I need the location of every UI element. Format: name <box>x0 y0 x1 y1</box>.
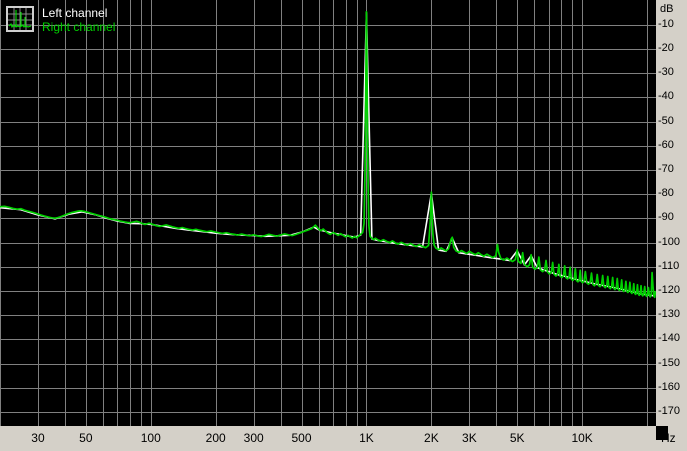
db-tick-minus50: -50 <box>658 114 674 127</box>
db-tick-minus150: -150 <box>658 356 681 369</box>
db-tick-minus90: -90 <box>658 211 674 224</box>
db-tick-minus110: -110 <box>658 259 680 272</box>
db-tick-minus160: -160 <box>658 380 681 393</box>
db-tick-minus30: -30 <box>658 66 674 79</box>
db-tick-minus60: -60 <box>658 138 674 151</box>
db-tick-minus130: -130 <box>658 308 681 321</box>
spectrum-plot[interactable] <box>0 0 656 426</box>
legend-item-right-channel: Right channel <box>42 20 116 34</box>
legend: Left channel Right channel <box>6 6 115 34</box>
horizontal-gridlines <box>0 25 656 413</box>
hz-tick-5K: 5K <box>509 431 525 445</box>
hz-tick-50: 50 <box>79 431 93 445</box>
hz-tick-100: 100 <box>140 431 161 445</box>
spectrum-thumbnail-icon[interactable] <box>6 6 34 32</box>
hz-tick-2K: 2K <box>424 431 439 445</box>
db-tick-minus100: -100 <box>658 235 681 248</box>
hz-tick-500: 500 <box>291 431 312 445</box>
hz-tick-300: 300 <box>243 431 264 445</box>
db-tick-minus120: -120 <box>658 284 681 296</box>
vertical-gridlines <box>0 0 648 426</box>
trace-right-channel <box>0 10 656 299</box>
db-tick-minus140: -140 <box>658 332 681 345</box>
axis-corner-block <box>656 426 668 440</box>
hz-tick-3K: 3K <box>462 431 477 445</box>
db-tick-minus170: -170 <box>658 405 681 417</box>
legend-labels: Left channel Right channel <box>42 6 115 34</box>
trace-left-channel <box>0 11 656 297</box>
db-axis: dB -10 -20 -30 -40 -50 -60 -70 -80 -90 -100 -110 -1… <box>656 0 687 426</box>
db-axis-unit: dB <box>660 3 674 15</box>
spectrum-plot-canvas <box>0 0 656 426</box>
legend-item-left-channel: Left channel <box>42 6 108 20</box>
hz-tick-200: 200 <box>205 431 226 445</box>
hz-tick-1K: 1K <box>359 431 374 445</box>
db-tick-minus20: -20 <box>658 42 674 54</box>
db-tick-minus70: -70 <box>658 163 674 175</box>
hz-axis: Hz 30 50 100 200 300 500 1K 2K 3K 5K 10K <box>0 426 687 451</box>
hz-tick-10K: 10K <box>571 431 593 445</box>
db-tick-minus10: -10 <box>658 17 674 30</box>
hz-tick-30: 30 <box>31 431 45 445</box>
db-tick-minus80: -80 <box>658 187 674 200</box>
db-tick-minus40: -40 <box>658 90 674 103</box>
